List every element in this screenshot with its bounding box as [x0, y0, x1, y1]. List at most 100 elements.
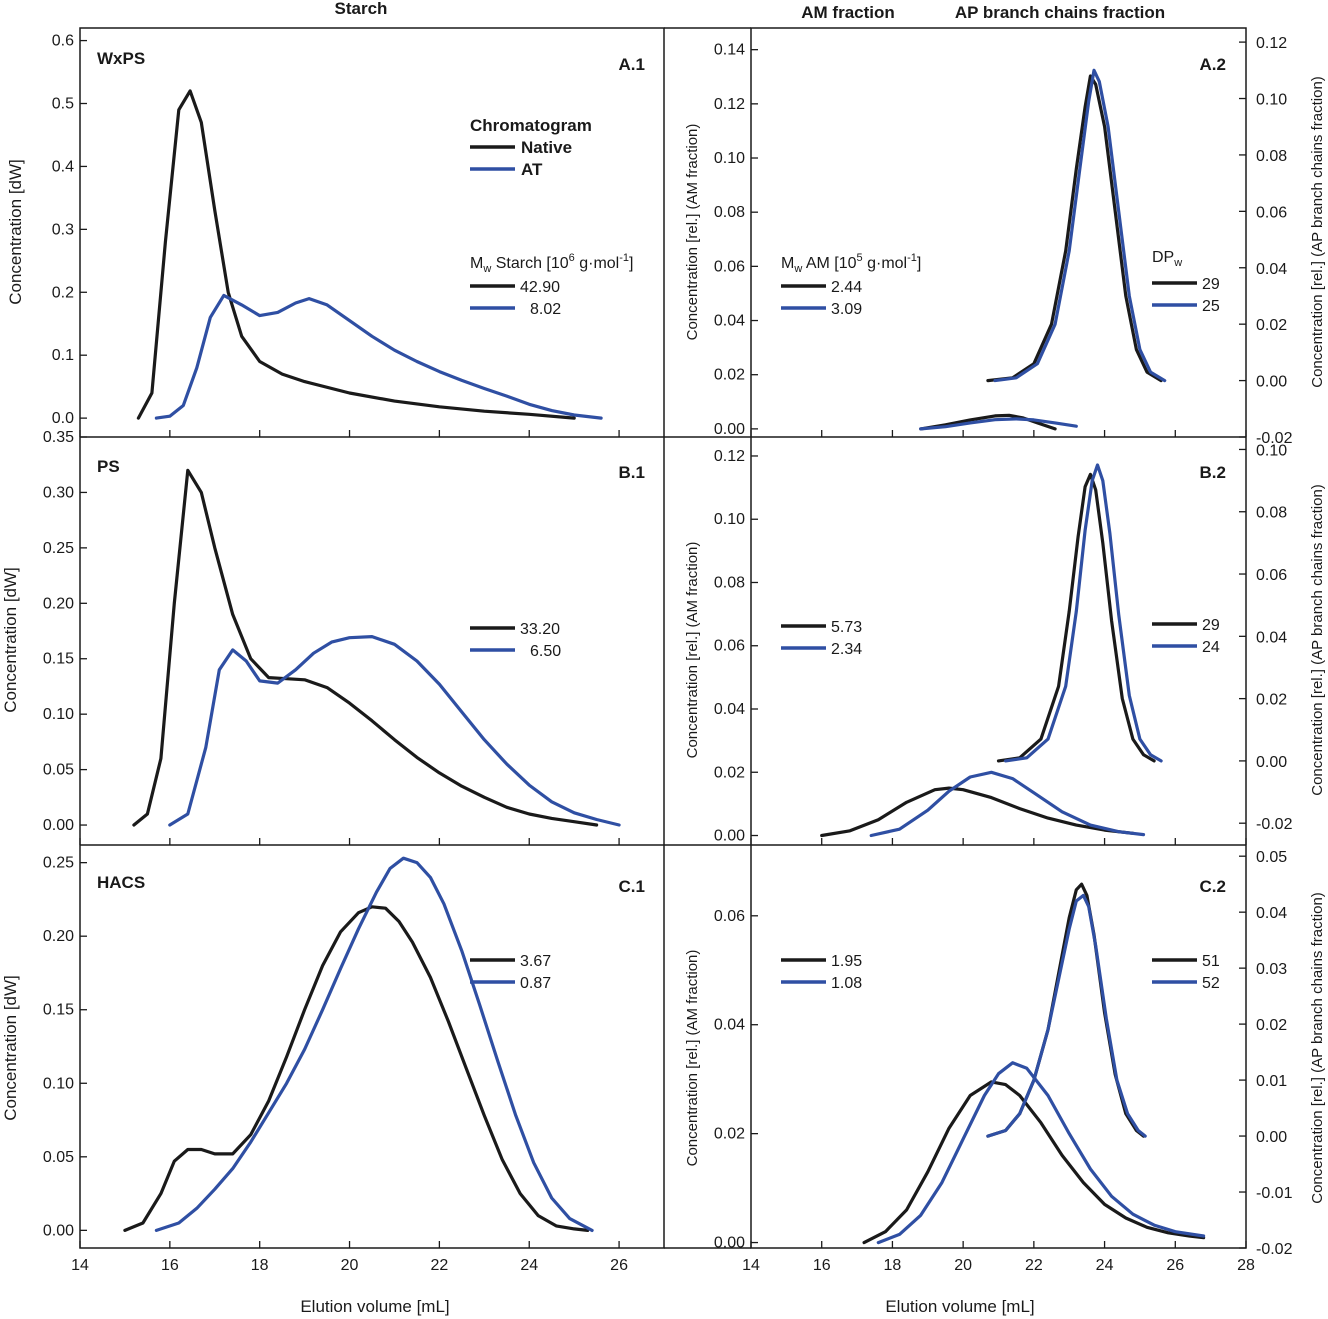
c2-xtick-label-2: 18 [884, 1257, 902, 1274]
legend-label-native: Native [521, 138, 572, 157]
b2-ytick-label-0: 0.00 [714, 828, 745, 845]
b1-ytick-label-1: 0.05 [43, 762, 74, 779]
dp-value-native-b2: 29 [1202, 617, 1220, 634]
b1-series-at-1 [168, 634, 621, 827]
panel-label-c2: C.2 [1200, 877, 1226, 896]
y-axis-label-a2: Concentration [rel.] (AM fraction) [684, 124, 701, 341]
b2-ytick-right-label-5: 0.08 [1256, 505, 1287, 522]
c1-ytick-label-5: 0.25 [43, 855, 74, 872]
mw-value-at-b2: 2.34 [831, 641, 862, 658]
a2-ytick-label-2: 0.04 [714, 313, 745, 330]
c1-xtick-label-0: 14 [71, 1257, 89, 1274]
legend-title-dpw: DPw [1152, 249, 1182, 269]
legend-label-at: AT [521, 160, 543, 179]
y-axis-label-c2: Concentration [rel.] (AM fraction) [684, 950, 701, 1167]
mw-value-native-b1: 33.20 [520, 621, 560, 638]
b2-series-native-left-0 [820, 786, 1135, 838]
c2-ytick-right-label-1: -0.01 [1256, 1185, 1293, 1202]
a2-ytick-label-5: 0.10 [714, 150, 745, 167]
c2-ytick-right-label-5: 0.03 [1256, 961, 1287, 978]
dp-value-at-c2: 52 [1202, 975, 1220, 992]
panel-label-b1: B.1 [619, 463, 645, 482]
c2-series-at-right-3 [986, 893, 1147, 1138]
y-axis-label-a1: Concentration [dW] [6, 159, 25, 305]
mw-value-at-a2: 3.09 [831, 301, 862, 318]
dp-value-native-a2: 29 [1202, 276, 1220, 293]
c2-series-native-right-2 [986, 882, 1146, 1138]
panel-label-b2: B.2 [1200, 463, 1226, 482]
c2-xtick-label-6: 26 [1166, 1257, 1184, 1274]
c2-ytick-right-label-3: 0.01 [1256, 1073, 1287, 1090]
header-ap-fraction: AP branch chains fraction [955, 3, 1165, 22]
b2-series-at-right-3 [1003, 463, 1163, 763]
a2-ytick-right-label-7: 0.12 [1256, 35, 1287, 52]
legend-title-mw-am: Mw AM [105 g·mol-1] [781, 252, 921, 275]
b2-ytick-right-label-3: 0.04 [1256, 629, 1287, 646]
c1-xtick-label-3: 20 [341, 1257, 359, 1274]
c2-ytick-label-0: 0.00 [714, 1235, 745, 1252]
b1-ytick-label-0: 0.00 [43, 817, 74, 834]
c2-ytick-label-2: 0.04 [714, 1017, 745, 1034]
header-am-fraction: AM fraction [801, 3, 895, 22]
a2-ytick-label-6: 0.12 [714, 96, 745, 113]
a1-ytick-label-4: 0.4 [52, 158, 74, 175]
c1-xtick-label-6: 26 [610, 1257, 628, 1274]
y-axis-label-b1: Concentration [dW] [1, 567, 20, 713]
a2-ytick-label-0: 0.00 [714, 421, 745, 438]
c1-ytick-label-2: 0.10 [43, 1075, 74, 1092]
a2-ytick-label-3: 0.06 [714, 258, 745, 275]
b1-ytick-label-2: 0.10 [43, 706, 74, 723]
sample-label-c1: HACS [97, 873, 145, 892]
y-axis-label-c1: Concentration [dW] [1, 975, 20, 1121]
mw-value-at-c1: 0.87 [520, 975, 551, 992]
y-axis-right-label-c2: Concentration [rel.] (AP branch chains f… [1309, 892, 1326, 1204]
panel-label-c1: C.1 [619, 877, 645, 896]
y-axis-right-label-a2: Concentration [rel.] (AP branch chains f… [1309, 76, 1326, 388]
a2-series-native-right-2 [986, 74, 1163, 383]
dp-value-at-a2: 25 [1202, 298, 1220, 315]
legend-title-chromatogram: Chromatogram [470, 116, 592, 135]
c2-ytick-right-label-2: 0.00 [1256, 1129, 1287, 1146]
c2-series-at-left-1 [876, 1061, 1206, 1245]
value-legends [470, 281, 1197, 984]
a2-ytick-label-7: 0.14 [714, 42, 745, 59]
a1-ytick-label-3: 0.3 [52, 221, 74, 238]
c2-ytick-right-label-0: -0.02 [1256, 1241, 1293, 1258]
sample-label-a1: WxPS [97, 49, 145, 68]
mw-value-native-b2: 5.73 [831, 619, 862, 636]
c1-xtick-label-1: 16 [161, 1257, 179, 1274]
b2-ytick-label-2: 0.04 [714, 701, 745, 718]
c2-xtick-label-0: 14 [742, 1257, 760, 1274]
c1-series-at-1 [154, 856, 594, 1233]
c2-xtick-label-1: 16 [813, 1257, 831, 1274]
y-axis-right-label-b2: Concentration [rel.] (AP branch chains f… [1309, 484, 1326, 796]
a2-series-at-left-1 [919, 417, 1078, 431]
mw-value-native-c1: 3.67 [520, 953, 551, 970]
dp-value-native-c2: 51 [1202, 953, 1220, 970]
a1-ytick-label-1: 0.1 [52, 347, 74, 364]
a1-ytick-label-5: 0.5 [52, 96, 74, 113]
b2-ytick-right-label-0: -0.02 [1256, 816, 1293, 833]
c2-xtick-label-4: 22 [1025, 1257, 1043, 1274]
b2-ytick-right-label-2: 0.02 [1256, 692, 1287, 709]
a2-series-at-right-3 [993, 68, 1167, 383]
b1-ytick-label-3: 0.15 [43, 651, 74, 668]
b2-ytick-label-5: 0.10 [714, 511, 745, 528]
b2-ytick-label-6: 0.12 [714, 448, 745, 465]
a2-ytick-right-label-0: -0.02 [1256, 430, 1293, 447]
a1-series-at-1 [154, 293, 603, 420]
b1-ytick-label-4: 0.20 [43, 595, 74, 612]
c2-series-native-left-0 [862, 1080, 1206, 1245]
c1-xtick-label-2: 18 [251, 1257, 269, 1274]
b2-ytick-label-4: 0.08 [714, 574, 745, 591]
b2-ytick-right-label-6: 0.10 [1256, 442, 1287, 459]
c1-ytick-label-1: 0.05 [43, 1149, 74, 1166]
a2-ytick-right-label-6: 0.10 [1256, 92, 1287, 109]
a2-series-native-left-0 [919, 413, 1057, 431]
a1-ytick-label-6: 0.6 [52, 33, 74, 50]
sample-label-b1: PS [97, 457, 120, 476]
c1-ytick-label-0: 0.00 [43, 1222, 74, 1239]
c1-xtick-label-4: 22 [430, 1257, 448, 1274]
a2-ytick-right-label-5: 0.08 [1256, 148, 1287, 165]
a1-ytick-label-2: 0.2 [52, 284, 74, 301]
